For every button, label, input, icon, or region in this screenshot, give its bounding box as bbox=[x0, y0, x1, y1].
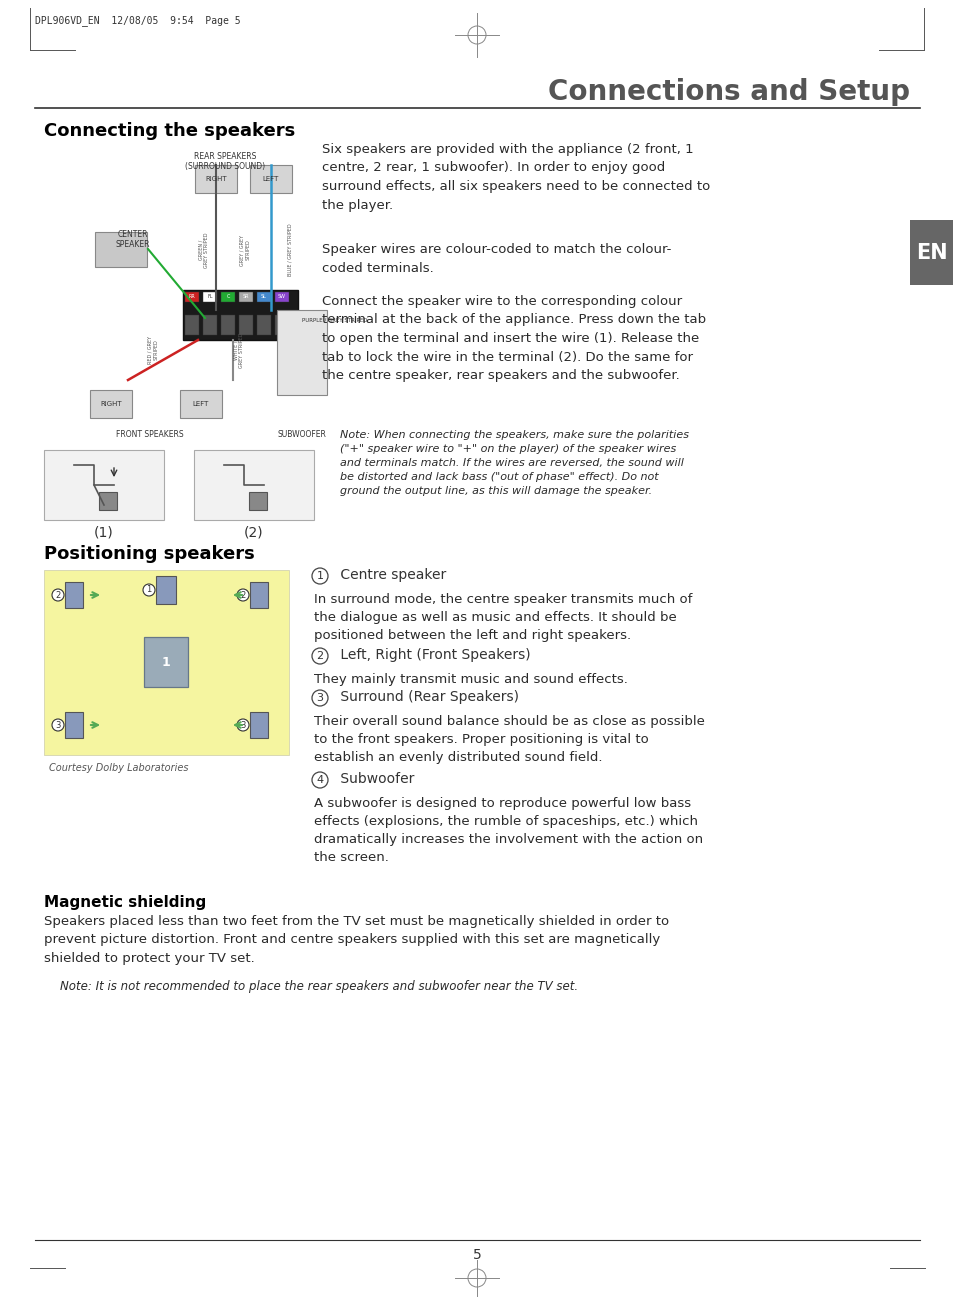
Bar bbox=[250, 582, 268, 608]
Text: Positioning speakers: Positioning speakers bbox=[44, 546, 254, 562]
Bar bbox=[44, 570, 289, 755]
Text: RR: RR bbox=[189, 294, 195, 299]
Text: SW: SW bbox=[277, 294, 286, 299]
Ellipse shape bbox=[52, 719, 64, 730]
Bar bbox=[95, 232, 147, 267]
Text: EN: EN bbox=[915, 243, 947, 263]
Text: A subwoofer is designed to reproduce powerful low bass
effects (explosions, the : A subwoofer is designed to reproduce pow… bbox=[314, 797, 702, 865]
Ellipse shape bbox=[312, 772, 328, 788]
Text: Magnetic shielding: Magnetic shielding bbox=[44, 894, 206, 910]
Text: FRONT SPEAKERS: FRONT SPEAKERS bbox=[116, 430, 184, 439]
Text: RIGHT: RIGHT bbox=[100, 401, 122, 408]
Text: 1: 1 bbox=[316, 572, 323, 581]
Bar bbox=[65, 582, 83, 608]
Text: 3: 3 bbox=[240, 720, 246, 729]
Bar bbox=[185, 315, 199, 335]
Text: LEFT: LEFT bbox=[193, 401, 209, 408]
Text: 4: 4 bbox=[316, 775, 323, 785]
Text: They mainly transmit music and sound effects.: They mainly transmit music and sound eff… bbox=[314, 673, 627, 686]
Text: Connections and Setup: Connections and Setup bbox=[547, 78, 909, 105]
Bar bbox=[274, 315, 289, 335]
Text: In surround mode, the centre speaker transmits much of
the dialogue as well as m: In surround mode, the centre speaker tra… bbox=[314, 592, 692, 642]
Text: Connecting the speakers: Connecting the speakers bbox=[44, 122, 294, 141]
Text: SUBWOOFER: SUBWOOFER bbox=[277, 430, 326, 439]
Text: (1): (1) bbox=[94, 525, 113, 539]
Bar bbox=[185, 292, 199, 302]
Ellipse shape bbox=[312, 648, 328, 664]
Bar bbox=[193, 450, 314, 519]
Text: SR: SR bbox=[242, 294, 249, 299]
Bar bbox=[249, 492, 267, 510]
Bar bbox=[203, 292, 216, 302]
Text: 5: 5 bbox=[472, 1249, 481, 1262]
Text: RED / GREY
STRIPED: RED / GREY STRIPED bbox=[148, 336, 158, 365]
Text: Their overall sound balance should be as close as possible
to the front speakers: Their overall sound balance should be as… bbox=[314, 715, 704, 764]
Bar bbox=[250, 165, 292, 193]
Text: RIGHT: RIGHT bbox=[205, 176, 227, 182]
Bar bbox=[144, 637, 188, 687]
Text: LEFT: LEFT bbox=[262, 176, 279, 182]
Text: Speaker wires are colour-coded to match the colour-
coded terminals.: Speaker wires are colour-coded to match … bbox=[322, 243, 671, 275]
Text: SL: SL bbox=[261, 294, 267, 299]
Bar bbox=[221, 315, 234, 335]
Bar bbox=[239, 315, 253, 335]
Text: 3: 3 bbox=[55, 720, 61, 729]
Text: Speakers placed less than two feet from the TV set must be magnetically shielded: Speakers placed less than two feet from … bbox=[44, 915, 668, 965]
Text: 2: 2 bbox=[240, 591, 245, 599]
Ellipse shape bbox=[312, 690, 328, 706]
Bar bbox=[90, 391, 132, 418]
Bar bbox=[256, 315, 271, 335]
Text: C: C bbox=[226, 294, 230, 299]
Text: PURPLE / GREY STRIPED: PURPLE / GREY STRIPED bbox=[302, 318, 367, 323]
Ellipse shape bbox=[143, 585, 154, 596]
Text: REAR SPEAKERS
(SURROUND SOUND): REAR SPEAKERS (SURROUND SOUND) bbox=[185, 152, 265, 172]
Text: WHITE /
GREY STRIPED: WHITE / GREY STRIPED bbox=[233, 332, 244, 367]
Bar bbox=[909, 220, 953, 285]
Bar bbox=[183, 290, 297, 340]
Text: Surround (Rear Speakers): Surround (Rear Speakers) bbox=[335, 690, 518, 704]
Text: CENTER
SPEAKER: CENTER SPEAKER bbox=[115, 230, 150, 250]
Text: Connect the speaker wire to the corresponding colour
terminal at the back of the: Connect the speaker wire to the correspo… bbox=[322, 296, 705, 381]
Bar bbox=[276, 310, 327, 395]
Text: Subwoofer: Subwoofer bbox=[335, 772, 414, 786]
Text: FL: FL bbox=[207, 294, 213, 299]
Bar bbox=[274, 292, 289, 302]
Ellipse shape bbox=[236, 589, 249, 602]
Text: Courtesy Dolby Laboratories: Courtesy Dolby Laboratories bbox=[49, 763, 189, 773]
Text: GREEN /
GREY STRIPED: GREEN / GREY STRIPED bbox=[198, 232, 209, 268]
Bar bbox=[194, 165, 236, 193]
Text: Left, Right (Front Speakers): Left, Right (Front Speakers) bbox=[335, 648, 530, 661]
Text: 1: 1 bbox=[161, 655, 171, 668]
Bar bbox=[239, 292, 253, 302]
Bar bbox=[99, 492, 117, 510]
Bar bbox=[203, 315, 216, 335]
Text: Six speakers are provided with the appliance (2 front, 1
centre, 2 rear, 1 subwo: Six speakers are provided with the appli… bbox=[322, 143, 709, 211]
Text: BLUE / GREY STRIPED: BLUE / GREY STRIPED bbox=[287, 224, 293, 276]
Bar bbox=[65, 712, 83, 738]
Bar bbox=[221, 292, 234, 302]
Text: 2: 2 bbox=[55, 591, 61, 599]
Text: GREY / GREY
STRIPED: GREY / GREY STRIPED bbox=[239, 234, 250, 266]
Bar bbox=[256, 292, 271, 302]
Text: DPL906VD_EN  12/08/05  9:54  Page 5: DPL906VD_EN 12/08/05 9:54 Page 5 bbox=[35, 16, 240, 26]
Text: 1: 1 bbox=[146, 586, 152, 595]
Text: 3: 3 bbox=[316, 693, 323, 703]
Text: 2: 2 bbox=[316, 651, 323, 661]
Bar bbox=[156, 575, 175, 604]
Ellipse shape bbox=[52, 589, 64, 602]
Bar bbox=[250, 712, 268, 738]
Text: (2): (2) bbox=[244, 525, 264, 539]
Bar bbox=[44, 450, 164, 519]
Bar bbox=[180, 391, 222, 418]
Text: Note: When connecting the speakers, make sure the polarities
("+" speaker wire t: Note: When connecting the speakers, make… bbox=[339, 430, 688, 496]
Ellipse shape bbox=[312, 568, 328, 585]
Text: Centre speaker: Centre speaker bbox=[335, 568, 446, 582]
Ellipse shape bbox=[236, 719, 249, 730]
Text: Note: It is not recommended to place the rear speakers and subwoofer near the TV: Note: It is not recommended to place the… bbox=[60, 980, 578, 993]
